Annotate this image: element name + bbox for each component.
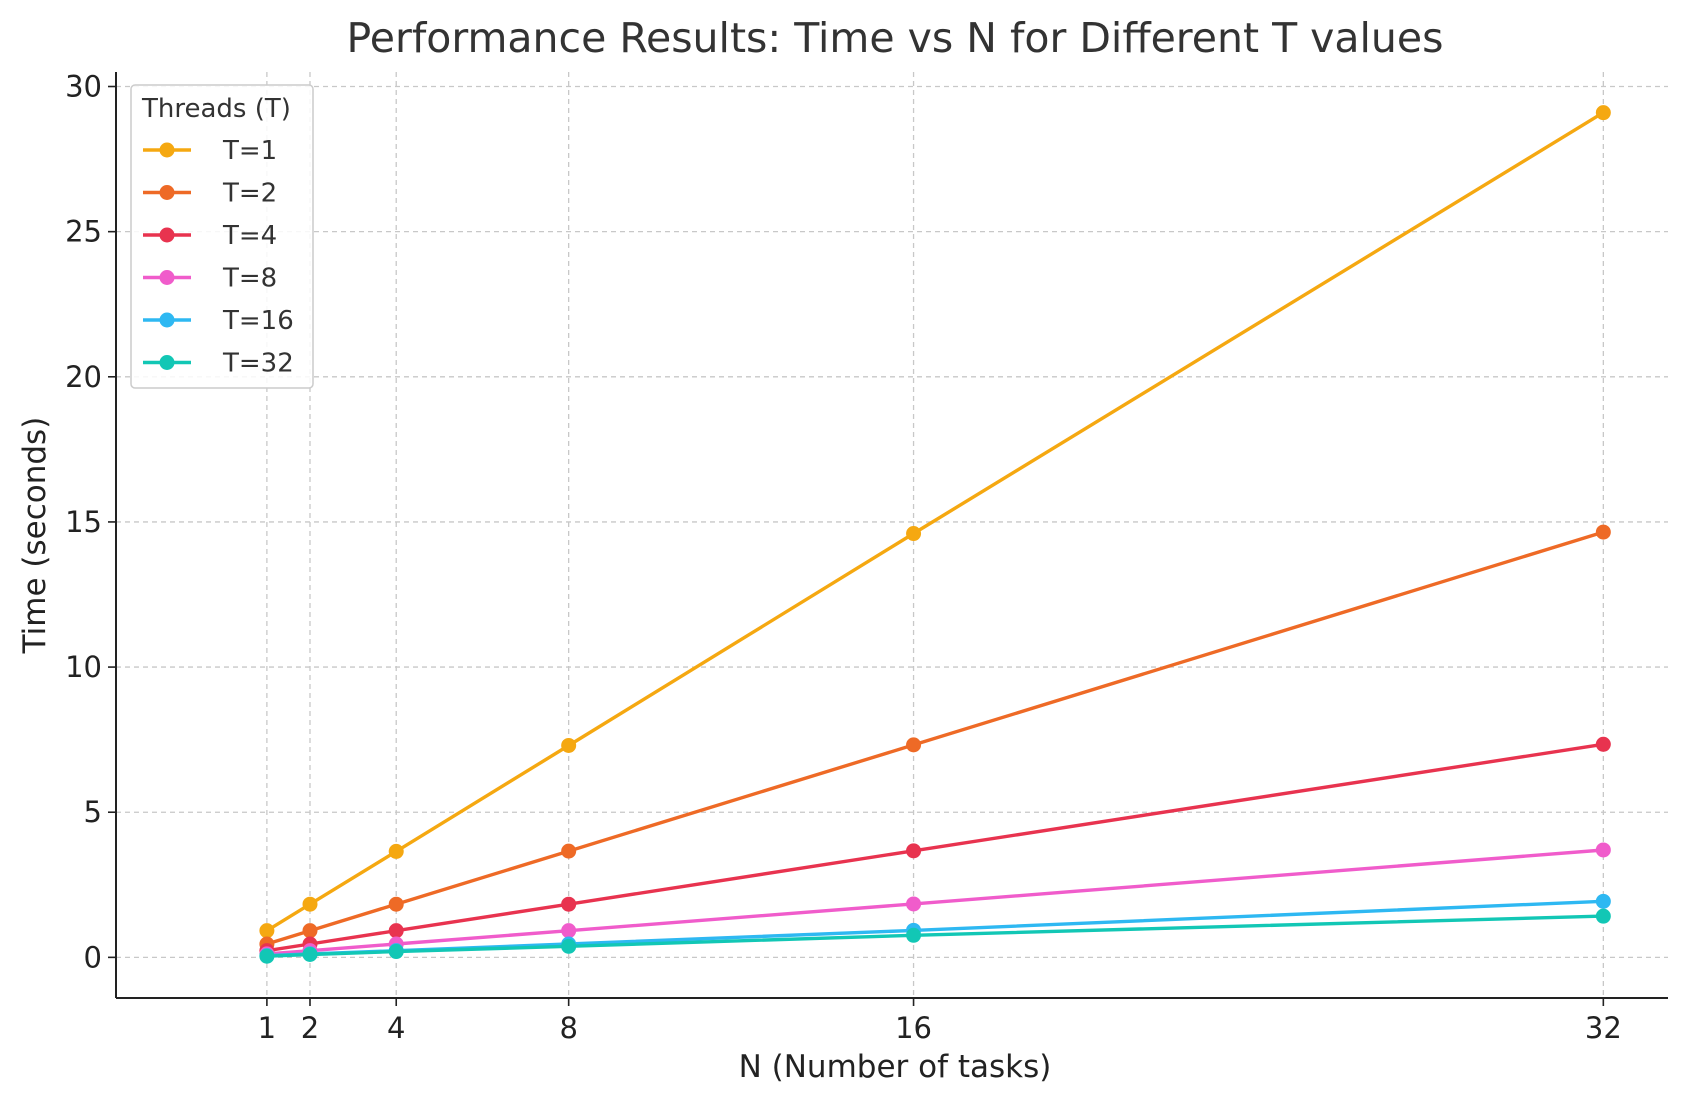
legend-box bbox=[130, 84, 314, 389]
series-T=32 bbox=[259, 908, 1611, 964]
data-point bbox=[259, 948, 275, 964]
data-point bbox=[906, 737, 922, 753]
chart-title: Performance Results: Time vs N for Diffe… bbox=[346, 14, 1443, 62]
legend-title: Threads (T) bbox=[141, 94, 291, 124]
y-tick-label: 25 bbox=[65, 215, 102, 249]
data-point bbox=[1595, 736, 1611, 752]
series-line bbox=[266, 899, 1604, 958]
x-tick-label: 2 bbox=[301, 1011, 319, 1045]
grid bbox=[116, 72, 1668, 998]
x-tick-label: 32 bbox=[1585, 1011, 1622, 1045]
y-axis-label: Time (seconds) bbox=[17, 417, 53, 655]
x-axis-label: N (Number of tasks) bbox=[739, 1049, 1052, 1085]
series-line bbox=[266, 111, 1605, 933]
legend-label: T=2 bbox=[222, 179, 277, 209]
legend-label: T=1 bbox=[222, 136, 277, 166]
data-point bbox=[1595, 524, 1611, 540]
data-point bbox=[1595, 842, 1611, 858]
data-point bbox=[561, 896, 577, 912]
legend-label: T=8 bbox=[222, 264, 277, 294]
data-point bbox=[906, 526, 922, 542]
data-point bbox=[302, 896, 318, 912]
data-point bbox=[388, 896, 404, 912]
series-T=16 bbox=[259, 893, 1611, 964]
data-point bbox=[1595, 105, 1611, 121]
legend-swatch-marker bbox=[159, 312, 175, 328]
data-point bbox=[561, 737, 577, 753]
series-T=8 bbox=[259, 842, 1611, 962]
series-line bbox=[266, 914, 1604, 958]
data-point bbox=[388, 923, 404, 939]
data-point bbox=[906, 843, 922, 859]
data-point bbox=[388, 843, 404, 859]
legend-label: T=32 bbox=[222, 349, 294, 379]
data-point bbox=[388, 944, 404, 960]
series-line bbox=[266, 848, 1604, 956]
y-tick-label: 5 bbox=[84, 795, 102, 829]
data-point bbox=[561, 843, 577, 859]
legend-swatch-marker bbox=[159, 185, 175, 200]
data-point bbox=[1595, 893, 1611, 909]
series-T=1 bbox=[259, 105, 1611, 939]
y-tick-label: 15 bbox=[65, 505, 102, 539]
x-tick-label: 1 bbox=[258, 1011, 276, 1045]
x-tick-label: 16 bbox=[895, 1011, 932, 1045]
legend-swatch-marker bbox=[159, 270, 175, 285]
legend: Threads (T) T=1 T=2 T=4 T=8 T=16 T=32 bbox=[130, 84, 314, 389]
legend-swatch-marker bbox=[159, 227, 175, 243]
series-T=4 bbox=[259, 736, 1611, 959]
legend-swatch-marker bbox=[159, 142, 175, 158]
legend-label: T=16 bbox=[222, 306, 294, 336]
data-point bbox=[302, 946, 318, 962]
series-T=2 bbox=[259, 524, 1611, 952]
y-tick-label: 10 bbox=[65, 650, 102, 684]
y-tick-label: 20 bbox=[65, 360, 102, 394]
data-point bbox=[259, 923, 275, 939]
legend-label: T=4 bbox=[222, 221, 277, 251]
data-point bbox=[906, 927, 922, 943]
series-line bbox=[266, 530, 1604, 946]
data-point bbox=[561, 923, 577, 939]
y-tick-label: 0 bbox=[84, 940, 102, 974]
data-point bbox=[1595, 908, 1611, 924]
data-point bbox=[906, 896, 922, 912]
series-line bbox=[266, 742, 1604, 953]
x-tick-label: 4 bbox=[387, 1011, 405, 1045]
y-tick-label: 30 bbox=[65, 70, 102, 104]
data-point bbox=[561, 938, 577, 954]
legend-swatch-marker bbox=[159, 355, 175, 370]
data-point bbox=[302, 923, 318, 939]
x-tick-label: 8 bbox=[559, 1011, 577, 1045]
